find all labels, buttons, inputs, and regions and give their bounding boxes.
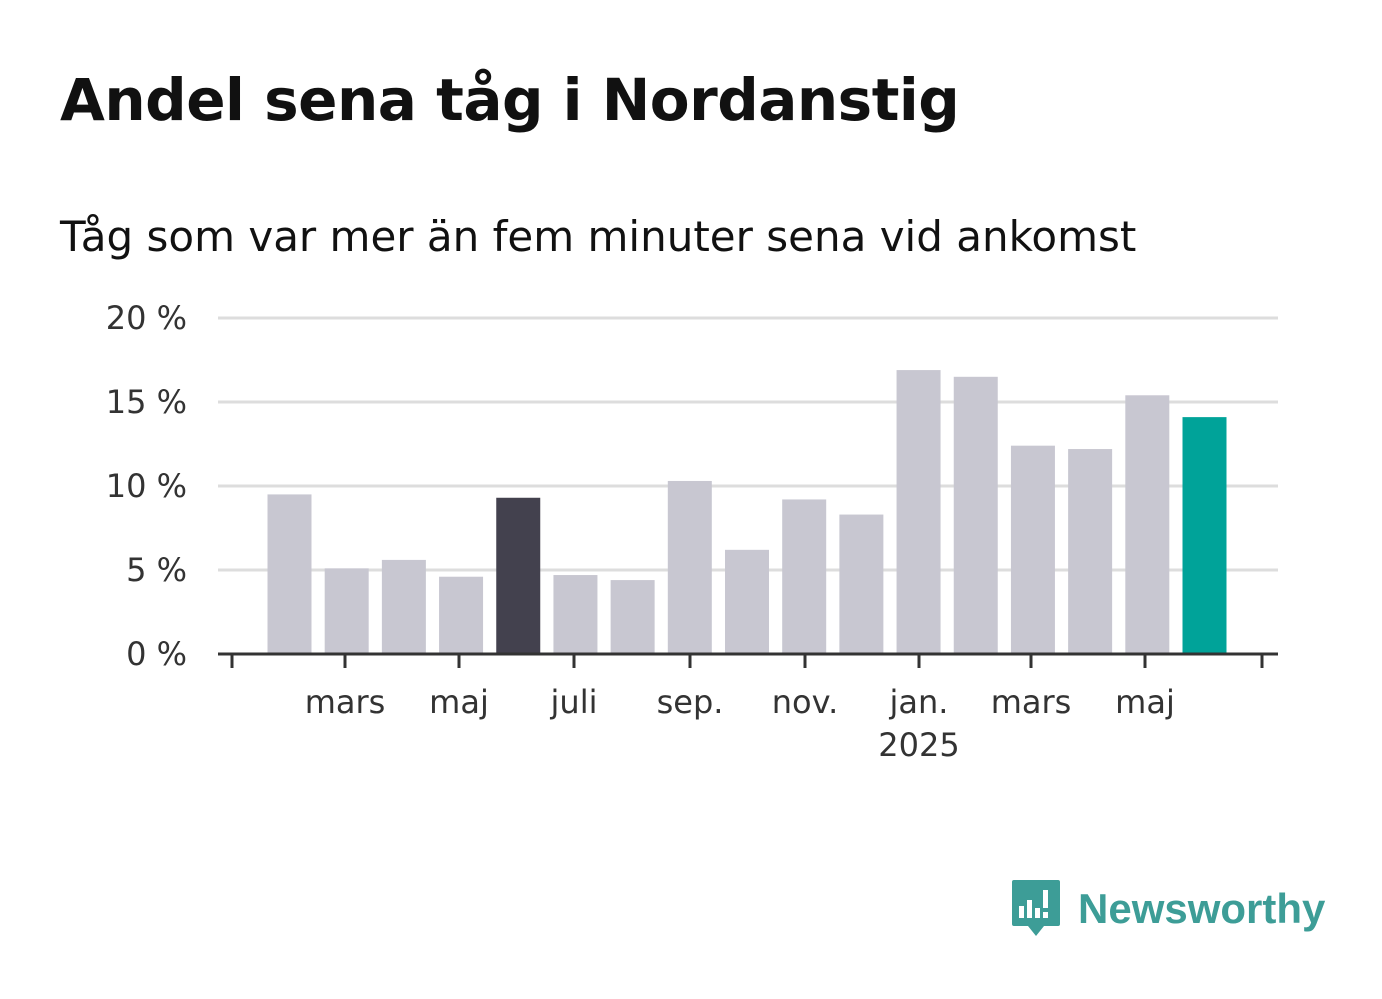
- bar: [896, 370, 941, 654]
- x-tick-label: juli: [550, 683, 598, 721]
- bar: [1068, 449, 1113, 654]
- y-axis-labels: 0 % 5 % 10 % 15 % 20 %: [106, 299, 187, 673]
- bar: [267, 494, 312, 654]
- bar: [725, 549, 769, 654]
- bar: [553, 575, 598, 654]
- logo-text: Newsworthy: [1078, 885, 1326, 932]
- bars: [267, 370, 1227, 654]
- bar: [496, 497, 541, 654]
- x-tick-label: nov.: [772, 683, 838, 721]
- x-tick-label: sep.: [657, 683, 724, 721]
- x-year-label: 2025: [878, 726, 959, 764]
- x-tick-label: maj: [429, 683, 489, 721]
- bar: [324, 568, 369, 654]
- bar: [381, 559, 426, 654]
- x-tick-label: mars: [305, 683, 386, 721]
- y-tick-label: 5 %: [126, 551, 187, 589]
- y-tick-label: 0 %: [126, 635, 187, 673]
- y-tick-label: 15 %: [106, 383, 187, 421]
- bar: [610, 580, 655, 654]
- newsworthy-chart-bubble-icon: [1012, 880, 1060, 936]
- x-axis-labels: mars maj juli sep. nov. jan. mars maj 2025: [305, 683, 1175, 764]
- newsworthy-logo: Newsworthy: [1010, 878, 1325, 940]
- y-tick-label: 10 %: [106, 467, 187, 505]
- bar: [839, 514, 884, 654]
- gridlines: [218, 316, 1278, 572]
- chart-subtitle: Tåg som var mer än fem minuter sena vid …: [60, 212, 1137, 261]
- x-tick-label: jan.: [889, 683, 949, 721]
- bar: [667, 480, 712, 654]
- y-tick-label: 20 %: [106, 299, 187, 337]
- x-axis: [218, 652, 1278, 668]
- x-tick-label: maj: [1115, 683, 1175, 721]
- bar: [1125, 395, 1170, 654]
- x-tick-label: mars: [991, 683, 1072, 721]
- chart-title: Andel sena tåg i Nordanstig: [60, 66, 960, 134]
- bar: [782, 499, 827, 654]
- bar: [1010, 445, 1055, 654]
- bar: [1182, 417, 1227, 654]
- bar: [439, 576, 484, 654]
- bar: [953, 376, 998, 654]
